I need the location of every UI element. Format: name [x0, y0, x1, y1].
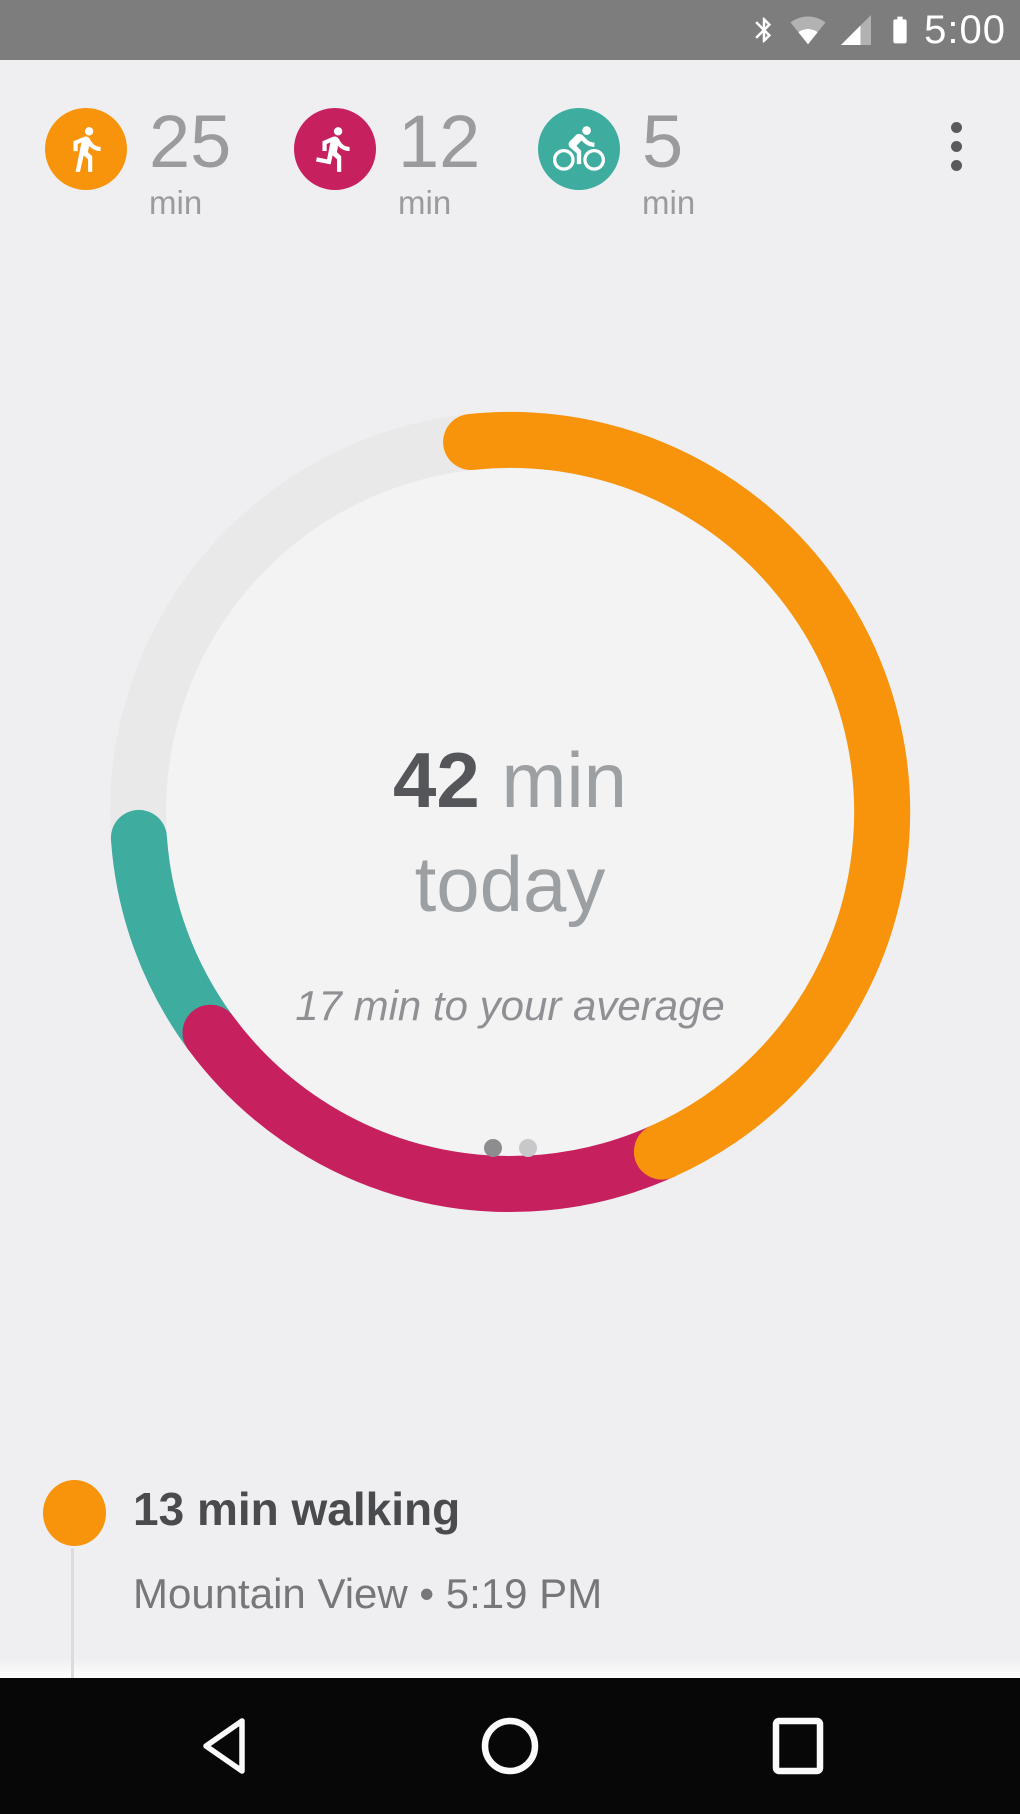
home-button[interactable] — [478, 1714, 542, 1778]
stat-cycling[interactable]: 5 min — [538, 100, 696, 222]
pager-dot-2 — [518, 1139, 537, 1157]
today-label: today — [414, 840, 606, 928]
overflow-menu-icon[interactable] — [936, 122, 976, 192]
recents-button[interactable] — [766, 1714, 830, 1778]
wifi-icon — [790, 16, 826, 45]
ring-segment-walking — [443, 412, 911, 1180]
timeline-line — [71, 1548, 74, 1678]
total-minutes-unit: min — [479, 736, 628, 824]
battery-icon — [893, 16, 907, 44]
cycling-icon — [538, 108, 620, 190]
status-icons — [749, 11, 916, 49]
running-minutes: 12 — [398, 100, 481, 183]
activity-ring-pager[interactable] — [80, 382, 940, 1242]
bluetooth-icon — [755, 17, 772, 43]
android-nav-bar: SOFT- OK .NET — [0, 1678, 1020, 1814]
ring-inner-disc — [166, 468, 854, 1156]
stat-walking[interactable]: 25 min — [45, 100, 232, 222]
walking-unit: min — [149, 184, 203, 221]
cycling-minutes: 5 — [642, 100, 684, 183]
cellular-signal-icon — [841, 15, 872, 45]
total-minutes-value: 42 — [392, 736, 480, 824]
pager-dots — [0, 1139, 1020, 1157]
status-time: 5:00 — [924, 7, 1006, 52]
content-bottom-edge — [0, 1660, 1020, 1678]
home-icon — [481, 1717, 539, 1775]
ring-segment-running — [182, 1004, 690, 1213]
status-bar: 5:00 — [0, 0, 1020, 60]
average-hint: 17 min to your average — [295, 982, 725, 1029]
walking-icon — [45, 108, 127, 190]
back-button[interactable] — [196, 1714, 260, 1778]
timeline-activity-dot — [43, 1480, 106, 1546]
walking-minutes: 25 — [149, 100, 232, 183]
cycling-unit: min — [642, 184, 696, 221]
stat-running[interactable]: 12 min — [294, 100, 481, 222]
timeline-item-title[interactable]: 13 min walking — [133, 1483, 461, 1535]
timeline-item-subtitle: Mountain View • 5:19 PM — [133, 1570, 603, 1617]
total-today: 42 min — [0, 738, 1020, 822]
activity-ring — [110, 412, 911, 1213]
pager-dot-1 — [483, 1139, 502, 1157]
running-unit: min — [398, 184, 452, 221]
back-icon — [203, 1718, 245, 1774]
running-icon — [294, 108, 376, 190]
recents-icon — [772, 1717, 824, 1775]
